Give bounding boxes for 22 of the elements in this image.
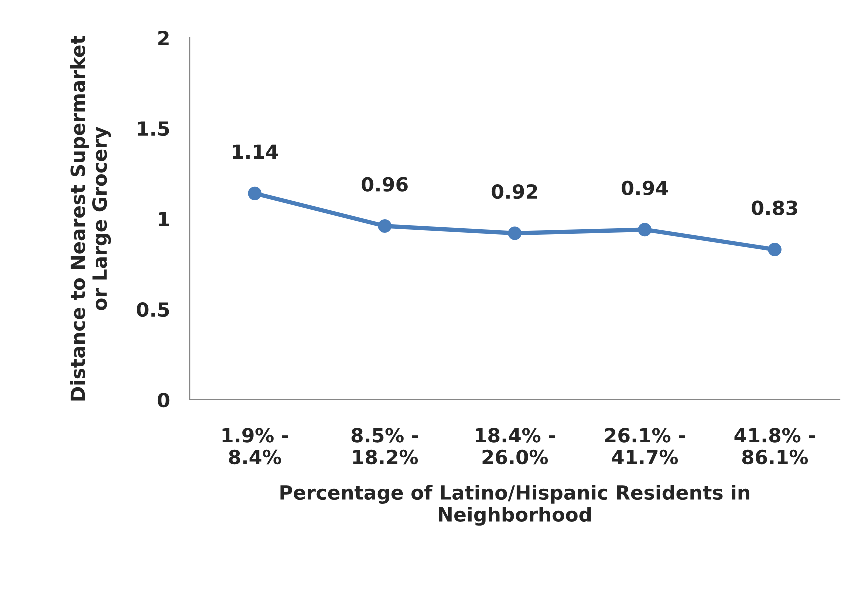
y-tick-label: 0 <box>158 392 170 408</box>
x-tick-label: 26.1% - 41.7% <box>605 428 686 465</box>
point <box>378 219 392 234</box>
point <box>508 226 522 240</box>
x-tick-label: 1.9% - 8.4% <box>222 428 288 465</box>
data-label: 0.94 <box>622 180 668 196</box>
point <box>638 223 652 237</box>
y-axis-title: Distance to Nearest Supermarket or Large Grocery <box>70 36 112 401</box>
x-tick-label: 41.8% - 86.1% <box>734 428 816 465</box>
y-tick-label: 1 <box>159 212 170 226</box>
y-tick-label: 1.5 <box>138 122 170 136</box>
data-label: 0.96 <box>362 177 408 192</box>
data-label: 0.83 <box>752 200 798 216</box>
y-tick-label: 0.5 <box>137 302 170 318</box>
x-tick-label: 18.4% - 26.0% <box>476 428 556 465</box>
point <box>768 243 782 257</box>
point <box>248 186 262 200</box>
y-tick-label: 2 <box>158 30 169 46</box>
data-label: 0.92 <box>492 184 538 200</box>
x-axis-title: Percentage of Latino/Hispanic Residents in Neighborhood <box>280 485 750 526</box>
data-label: 1.14 <box>233 144 278 160</box>
x-tick-label: 8.5% - 18.2% <box>352 428 418 465</box>
